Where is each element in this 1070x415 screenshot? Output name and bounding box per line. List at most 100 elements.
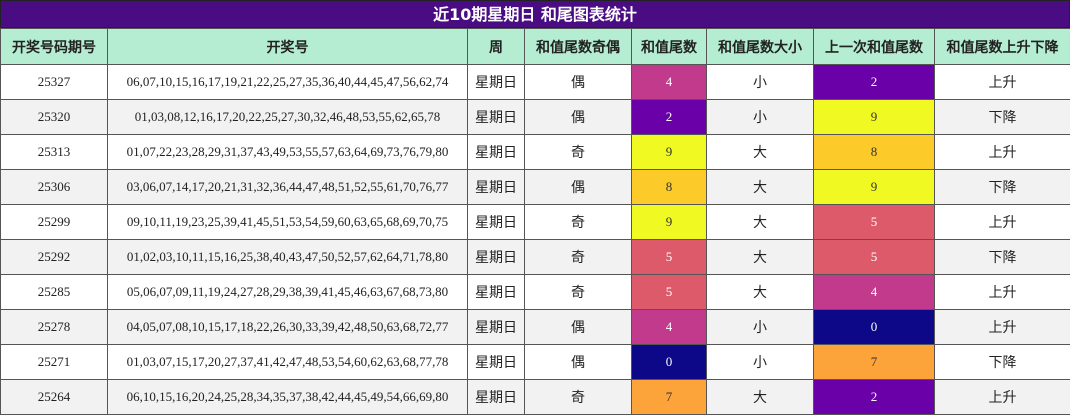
table-row: 25271 01,03,07,15,17,20,27,37,41,42,47,48… <box>0 344 1070 380</box>
table-cell: 小 <box>706 309 814 345</box>
table-cell: 大 <box>706 169 814 205</box>
table-cell: 25271 <box>0 344 108 380</box>
table-cell: 4 <box>631 309 707 345</box>
table-cell: 25292 <box>0 239 108 275</box>
table-cell: 9 <box>813 169 935 205</box>
table-cell: 01,03,08,12,16,17,20,22,25,27,30,32,46,4… <box>107 99 468 135</box>
header-row: 开奖号码期号 开奖号周和值尾数奇偶 和值尾数 和值尾数大小 上一次和值尾数 和值尾数上升下… <box>0 28 1070 65</box>
table-cell: 5 <box>631 239 707 275</box>
table-cell: 奇 <box>524 204 632 240</box>
header-cell: 开奖号 <box>107 28 468 65</box>
table-cell: 5 <box>813 204 935 240</box>
table-cell: 奇 <box>524 379 632 415</box>
table-cell: 上升 <box>934 274 1070 310</box>
table-cell: 0 <box>631 344 707 380</box>
table-cell: 4 <box>813 274 935 310</box>
table-cell: 上升 <box>934 379 1070 415</box>
table-row: 25264 06,10,15,16,20,24,25,28,34,35,37,38… <box>0 379 1070 415</box>
table-cell: 5 <box>631 274 707 310</box>
table-cell: 上升 <box>934 134 1070 170</box>
table-cell: 星期日 <box>467 134 525 170</box>
table-cell: 2 <box>813 379 935 415</box>
table-cell: 大 <box>706 274 814 310</box>
table-cell: 25278 <box>0 309 108 345</box>
table-cell: 06,10,15,16,20,24,25,28,34,35,37,38,42,4… <box>107 379 468 415</box>
table-cell: 偶 <box>524 169 632 205</box>
table-cell: 01,07,22,23,28,29,31,37,43,49,53,55,57,6… <box>107 134 468 170</box>
table-cell: 小 <box>706 344 814 380</box>
table-cell: 01,02,03,10,11,15,16,25,38,40,43,47,50,5… <box>107 239 468 275</box>
table-cell: 偶 <box>524 64 632 100</box>
table-cell: 星期日 <box>467 344 525 380</box>
table-cell: 上升 <box>934 309 1070 345</box>
header-cell: 和值尾数奇偶 <box>524 28 632 65</box>
table-cell: 25327 <box>0 64 108 100</box>
table-cell: 小 <box>706 64 814 100</box>
table-cell: 7 <box>813 344 935 380</box>
table-cell: 上升 <box>934 204 1070 240</box>
table-cell: 奇 <box>524 239 632 275</box>
table-cell: 下降 <box>934 99 1070 135</box>
header-cell: 和值尾数大小 <box>706 28 814 65</box>
table-cell: 星期日 <box>467 64 525 100</box>
table-cell: 25285 <box>0 274 108 310</box>
table-cell: 25299 <box>0 204 108 240</box>
table-row: 25320 01,03,08,12,16,17,20,22,25,27,30,32… <box>0 99 1070 135</box>
table-cell: 2 <box>813 64 935 100</box>
table-cell: 大 <box>706 134 814 170</box>
table-cell: 星期日 <box>467 309 525 345</box>
table-cell: 5 <box>813 239 935 275</box>
table-cell: 9 <box>631 204 707 240</box>
table-cell: 9 <box>813 99 935 135</box>
table-row: 25327 06,07,10,15,16,17,19,21,22,25,27,35… <box>0 64 1070 100</box>
table-cell: 小 <box>706 99 814 135</box>
table-cell: 2 <box>631 99 707 135</box>
table-cell: 25264 <box>0 379 108 415</box>
table-cell: 09,10,11,19,23,25,39,41,45,51,53,54,59,6… <box>107 204 468 240</box>
table-cell: 大 <box>706 379 814 415</box>
table-row: 25313 01,07,22,23,28,29,31,37,43,49,53,55… <box>0 134 1070 170</box>
table-cell: 上升 <box>934 64 1070 100</box>
table-cell: 25320 <box>0 99 108 135</box>
table-cell: 7 <box>631 379 707 415</box>
table-cell: 8 <box>813 134 935 170</box>
table-cell: 偶 <box>524 99 632 135</box>
table-row: 25292 01,02,03,10,11,15,16,25,38,40,43,47… <box>0 239 1070 275</box>
stats-table: 开奖号码期号 开奖号周和值尾数奇偶 和值尾数 和值尾数大小 上一次和值尾数 和值尾数上升下… <box>0 28 1070 415</box>
header-cell: 和值尾数 <box>631 28 707 65</box>
table-cell: 05,06,07,09,11,19,24,27,28,29,38,39,41,4… <box>107 274 468 310</box>
table-cell: 03,06,07,14,17,20,21,31,32,36,44,47,48,5… <box>107 169 468 205</box>
table-cell: 大 <box>706 204 814 240</box>
table-cell: 4 <box>631 64 707 100</box>
table-row: 25306 03,06,07,14,17,20,21,31,32,36,44,47… <box>0 169 1070 205</box>
table-cell: 星期日 <box>467 204 525 240</box>
table-cell: 偶 <box>524 344 632 380</box>
table-cell: 奇 <box>524 274 632 310</box>
table-row: 25278 04,05,07,08,10,15,17,18,22,26,30,33… <box>0 309 1070 345</box>
table-cell: 星期日 <box>467 169 525 205</box>
table-body: 25327 06,07,10,15,16,17,19,21,22,25,27,35… <box>0 64 1070 415</box>
table-cell: 25306 <box>0 169 108 205</box>
table-cell: 01,03,07,15,17,20,27,37,41,42,47,48,53,5… <box>107 344 468 380</box>
table-cell: 下降 <box>934 344 1070 380</box>
table-cell: 大 <box>706 239 814 275</box>
table-cell: 下降 <box>934 169 1070 205</box>
title: 近10期星期日 和尾图表统计 <box>0 0 1070 28</box>
header-cell: 和值尾数上升下降 <box>934 28 1070 65</box>
table-cell: 9 <box>631 134 707 170</box>
table-cell: 0 <box>813 309 935 345</box>
header-cell: 周 <box>467 28 525 65</box>
table-cell: 星期日 <box>467 274 525 310</box>
table-cell: 25313 <box>0 134 108 170</box>
table-cell: 奇 <box>524 134 632 170</box>
table-row: 25285 05,06,07,09,11,19,24,27,28,29,38,39… <box>0 274 1070 310</box>
table-cell: 06,07,10,15,16,17,19,21,22,25,27,35,36,4… <box>107 64 468 100</box>
header-cell: 上一次和值尾数 <box>813 28 935 65</box>
table-cell: 星期日 <box>467 239 525 275</box>
table-cell: 04,05,07,08,10,15,17,18,22,26,30,33,39,4… <box>107 309 468 345</box>
table-cell: 星期日 <box>467 99 525 135</box>
header-cell: 开奖号码期号 <box>0 28 108 65</box>
table-cell: 星期日 <box>467 379 525 415</box>
table-row: 25299 09,10,11,19,23,25,39,41,45,51,53,54… <box>0 204 1070 240</box>
